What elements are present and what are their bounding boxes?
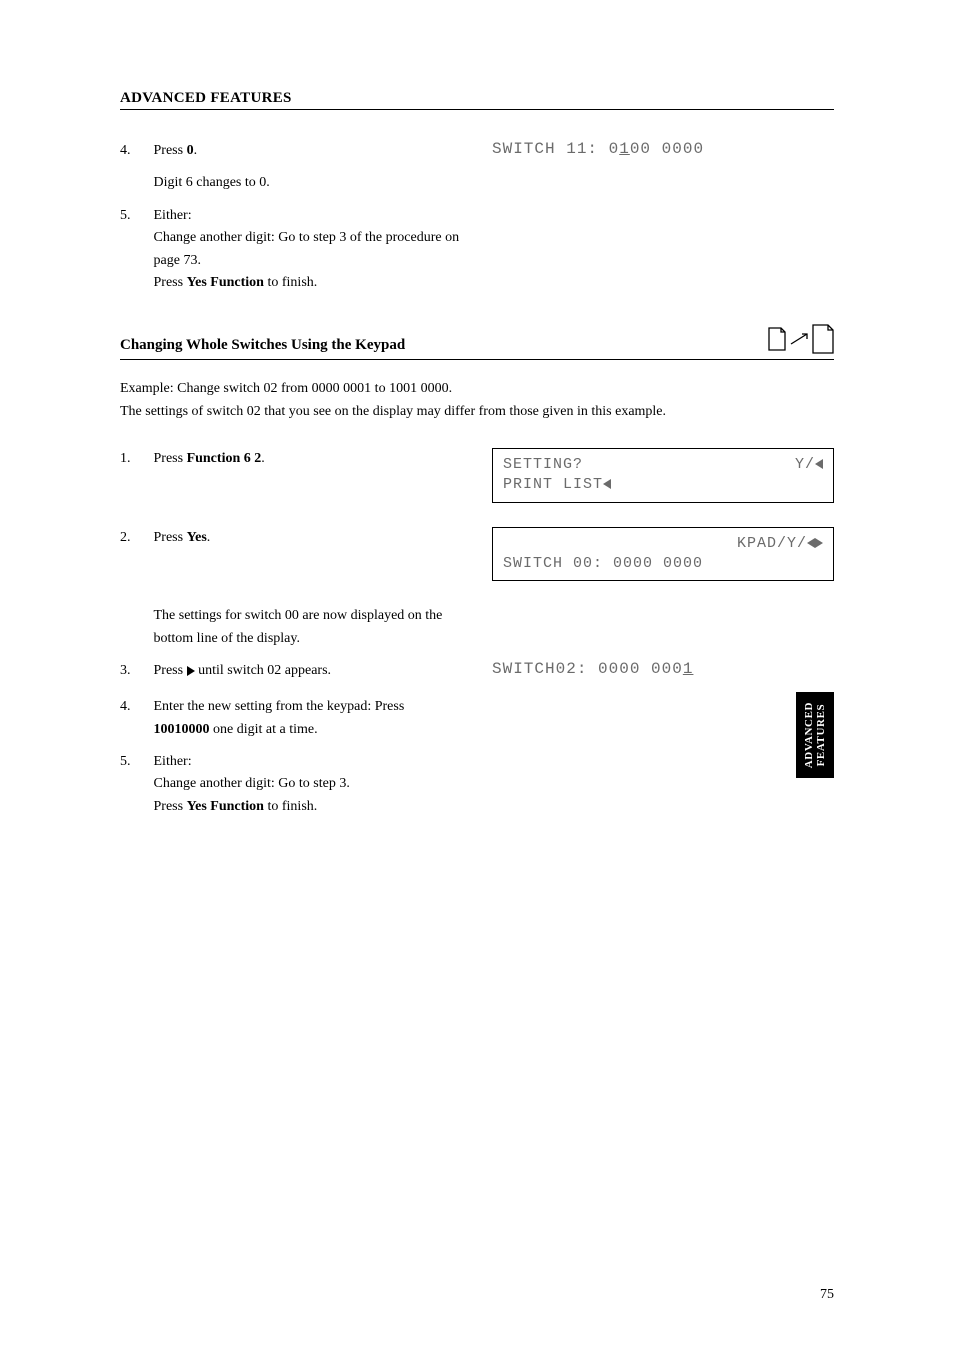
step-4-note-row: Digit 6 changes to 0. — [120, 172, 834, 194]
intro-block: Example: Change switch 02 from 0000 0001… — [120, 378, 834, 423]
step-5-upper-row: 5. Either: Change another digit: Go to s… — [120, 205, 834, 295]
section-title: Changing Whole Switches Using the Keypad — [120, 337, 768, 354]
lcd2-line1: KPAD/Y/ — [503, 534, 823, 554]
step-1-num: 1. — [120, 448, 150, 470]
step-3-left: 3. Press until switch 02 appears. — [120, 660, 477, 682]
step-5b-body: Either: Change another digit: Go to step… — [154, 751, 461, 818]
step-4-text-after: . — [194, 143, 198, 158]
lcd-box-1: SETTING? Y/ PRINT LIST — [492, 448, 834, 503]
step-5-upper-b2: Press Yes Function to finish. — [154, 275, 318, 290]
step-1-row: 1. Press Function 6 2. SETTING? Y/ PRINT… — [120, 448, 834, 517]
step-2-num: 2. — [120, 527, 150, 549]
doc-icons — [768, 324, 834, 354]
step-3-display: SWITCH02: 0000 0001 — [492, 660, 693, 678]
step-4-right: SWITCH 11: 0100 0000 — [477, 140, 834, 162]
step-5-upper-intro: Either: — [154, 208, 192, 223]
step-4b-left: 4. Enter the new setting from the keypad… — [120, 696, 477, 741]
right-arrow-icon — [815, 538, 823, 548]
step-5b-num: 5. — [120, 751, 150, 773]
step-4-display-suffix: 00 0000 — [630, 140, 704, 158]
step-4-body: Press 0. — [154, 140, 461, 162]
lcd1-line1: SETTING? Y/ — [503, 455, 823, 475]
page-number: 75 — [820, 1287, 834, 1303]
step-2-right: KPAD/Y/ SWITCH 00: 0000 0000 — [477, 527, 834, 596]
step-4-note-left: Digit 6 changes to 0. — [120, 172, 477, 194]
step-2-note: The settings for switch 00 are now displ… — [154, 605, 461, 650]
header-title: ADVANCED FEATURES — [120, 90, 834, 107]
step-2-left: 2. Press Yes. — [120, 527, 477, 596]
left-arrow-icon — [603, 479, 611, 489]
step-5b-left: 5. Either: Change another digit: Go to s… — [120, 751, 477, 818]
step-5-upper-num: 5. — [120, 205, 150, 227]
section-title-row: Changing Whole Switches Using the Keypad — [120, 324, 834, 360]
step-4-key: 0 — [187, 143, 194, 158]
side-tab: ADVANCED FEATURES — [796, 692, 834, 778]
step-3-body: Press until switch 02 appears. — [154, 660, 461, 682]
step-5-upper-b1: Change another digit: Go to step 3 of th… — [154, 230, 460, 267]
step-4-num: 4. — [120, 140, 150, 162]
header-rule — [120, 109, 834, 110]
lcd1-line2: PRINT LIST — [503, 475, 823, 495]
step-3-right: SWITCH02: 0000 0001 — [477, 660, 834, 682]
intro-line1: Example: Change switch 02 from 0000 0001… — [120, 378, 834, 400]
step-5-upper-body: Either: Change another digit: Go to step… — [154, 205, 461, 295]
step-2-note-left: The settings for switch 00 are now displ… — [120, 605, 477, 650]
page-small-icon — [768, 327, 786, 351]
step-4b-body: Enter the new setting from the keypad: P… — [154, 696, 461, 741]
page-header: ADVANCED FEATURES — [120, 90, 834, 110]
step-2-body: Press Yes. — [154, 527, 461, 549]
step-4-text-before: Press — [154, 143, 187, 158]
intro-line2: The settings of switch 02 that you see o… — [120, 401, 834, 423]
lcd2-line2: SWITCH 00: 0000 0000 — [503, 554, 823, 574]
step-1-right: SETTING? Y/ PRINT LIST — [477, 448, 834, 517]
step-4b-row: 4. Enter the new setting from the keypad… — [120, 696, 834, 741]
step-5b-bullet1: Change another digit: Go to step 3. — [154, 776, 350, 791]
step-4-row: 4. Press 0. SWITCH 11: 0100 0000 — [120, 140, 834, 162]
step-2-row: 2. Press Yes. KPAD/Y/ SWITCH 00: 0000 00… — [120, 527, 834, 596]
step-1-left: 1. Press Function 6 2. — [120, 448, 477, 517]
step-5b-bullet2: Press Yes Function to finish. — [154, 799, 318, 814]
step-2-note-row: The settings for switch 00 are now displ… — [120, 605, 834, 650]
step-1-body: Press Function 6 2. — [154, 448, 461, 470]
left-arrow-icon — [807, 538, 815, 548]
step-3-num: 3. — [120, 660, 150, 682]
left-arrow-icon — [815, 459, 823, 469]
side-tab-text: ADVANCED FEATURES — [803, 702, 827, 768]
step-4-display-underlined: 1 — [619, 140, 630, 158]
page-large-icon — [812, 324, 834, 354]
step-4-display: SWITCH 11: 0100 0000 — [492, 140, 704, 158]
lcd-box-2: KPAD/Y/ SWITCH 00: 0000 0000 — [492, 527, 834, 582]
step-3-row: 3. Press until switch 02 appears. SWITCH… — [120, 660, 834, 682]
step-4-note: Digit 6 changes to 0. — [154, 172, 461, 194]
step-5b-row: 5. Either: Change another digit: Go to s… — [120, 751, 834, 818]
right-arrow-key-icon — [187, 666, 195, 676]
step-5-upper-left: 5. Either: Change another digit: Go to s… — [120, 205, 477, 295]
step-4-display-prefix: SWITCH 11: 0 — [492, 140, 619, 158]
arrow-icon — [790, 333, 808, 345]
step-4b-num: 4. — [120, 696, 150, 718]
step-4-left: 4. Press 0. — [120, 140, 477, 162]
